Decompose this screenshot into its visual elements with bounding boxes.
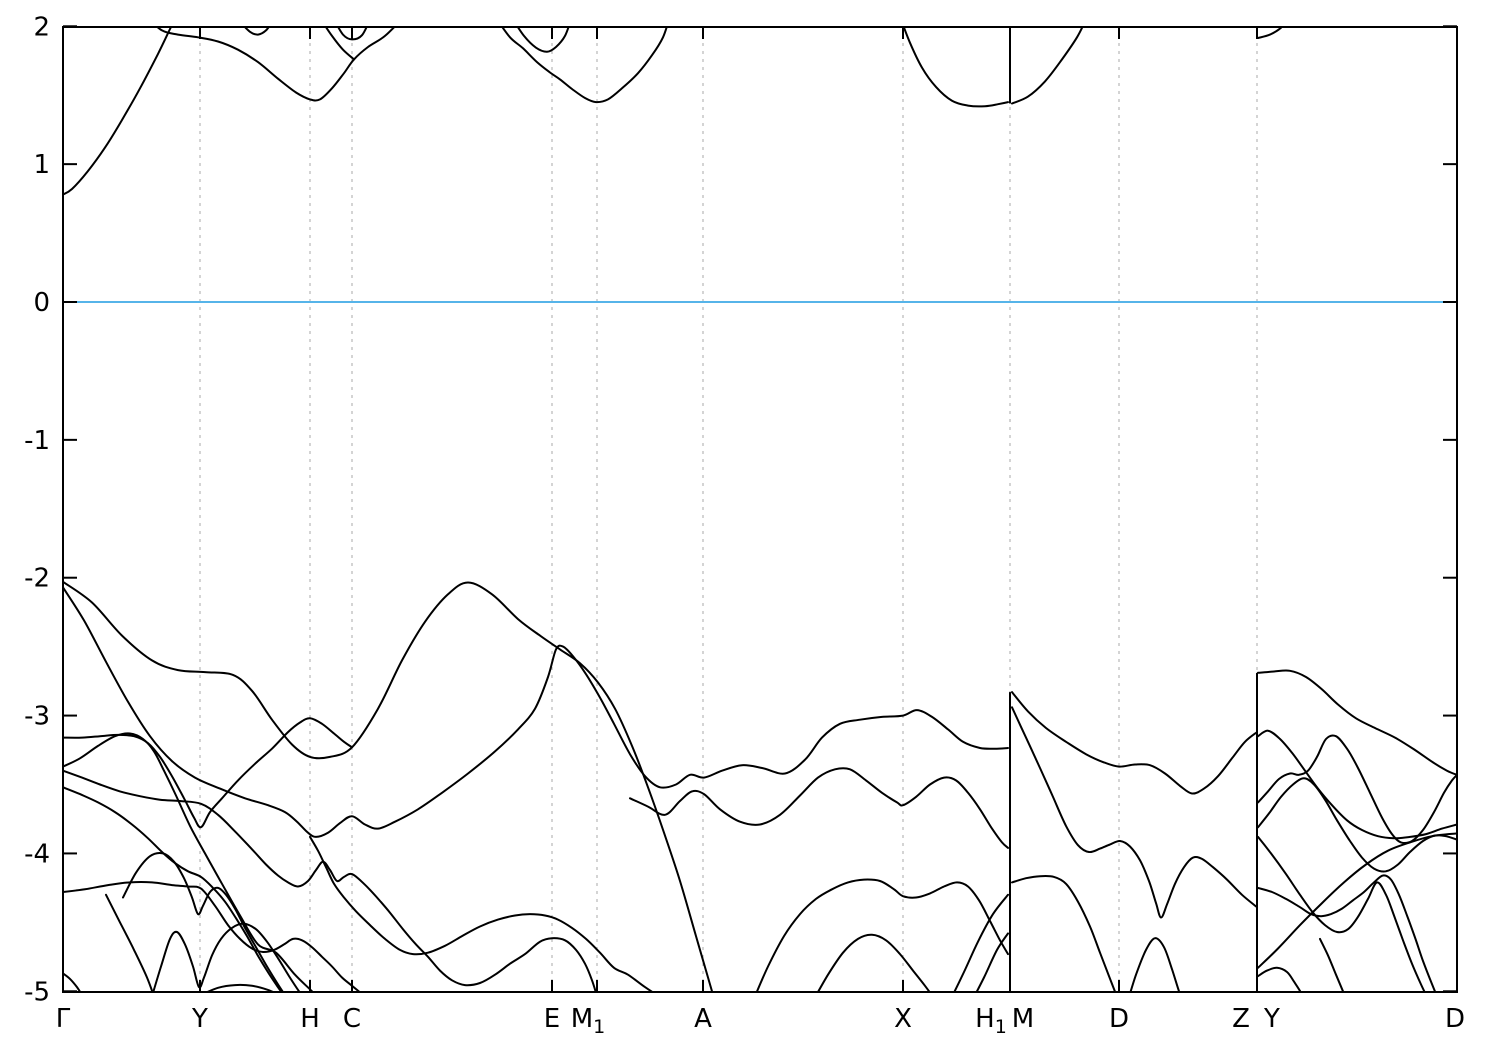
band-curve-w18 [975,932,1009,992]
band-curve-q3 [1257,734,1457,844]
y-tick-label: -5 [24,977,50,1007]
y-tick-label: -3 [24,702,50,732]
band-curve-c1 [63,27,173,196]
band-curve-w8 [63,786,283,992]
band-curve-w6 [63,769,597,992]
band-curve-w1 [63,580,714,992]
band-curve-q8 [1257,966,1302,992]
band-curve-w11 [105,893,154,992]
band-curve-w5 [63,732,315,992]
band-curve-c2 [155,27,396,102]
y-tick-label: -1 [24,426,50,456]
band-curve-n4 [1129,937,1181,992]
band-curve-q7 [1257,874,1437,992]
band-curve-w14 [122,852,285,992]
band-curve-w17 [953,893,1009,992]
band-curve-n3 [1011,874,1117,992]
y-tick-label: -2 [24,564,50,594]
x-tick-label: M1 [571,1004,606,1038]
band-curve-c5 [336,27,368,41]
x-tick-label: Z [1232,1004,1250,1034]
x-tick-label: Y [1263,1004,1280,1034]
y-tick-label: 0 [33,288,50,318]
band-curve-w10 [63,972,82,992]
band-curve-q1 [1257,669,1457,776]
band-curve-w3 [629,767,1009,849]
x-tick-label: D [1109,1004,1129,1034]
x-tick-label: E [544,1004,560,1034]
x-tick-label: H1 [975,1004,1007,1038]
x-tick-label: A [694,1004,712,1034]
band-curve-c6 [501,27,668,104]
band-curve-q9 [1319,937,1345,992]
band-curve-c8 [902,27,1009,108]
band-curve-n2 [1011,706,1258,919]
band-curve-w13 [205,983,276,992]
x-tick-label: Y [191,1004,208,1034]
band-curve-w7 [309,835,655,992]
y-tick-label: -4 [24,839,50,869]
band-curve-w15 [755,878,1009,992]
y-tick-label: 2 [33,12,50,42]
band-curve-q5 [1257,835,1426,992]
band-curve-c7 [516,27,570,53]
x-tick-label: X [894,1004,912,1034]
x-tick-label: C [343,1004,361,1034]
x-tick-label: Γ [56,1004,71,1034]
band-curve-c10 [1257,27,1284,39]
band-curve-w12 [152,922,301,992]
y-tick-label: 1 [33,150,50,180]
band-curve-q4 [1257,777,1457,873]
band-curve-w2 [63,586,1009,838]
band-curve-c9 [1011,27,1084,105]
band-curve-q6 [1257,832,1457,969]
plot-frame [62,26,1458,993]
band-curve-w4 [63,717,353,829]
band-curve-q2 [1257,729,1457,840]
band-curve-c4 [324,27,355,61]
band-curve-n1 [1011,691,1258,795]
band-curve-w16 [816,933,931,992]
x-tick-label: H [300,1004,320,1034]
x-tick-label: M [1012,1004,1034,1034]
x-tick-label: D [1445,1004,1465,1034]
